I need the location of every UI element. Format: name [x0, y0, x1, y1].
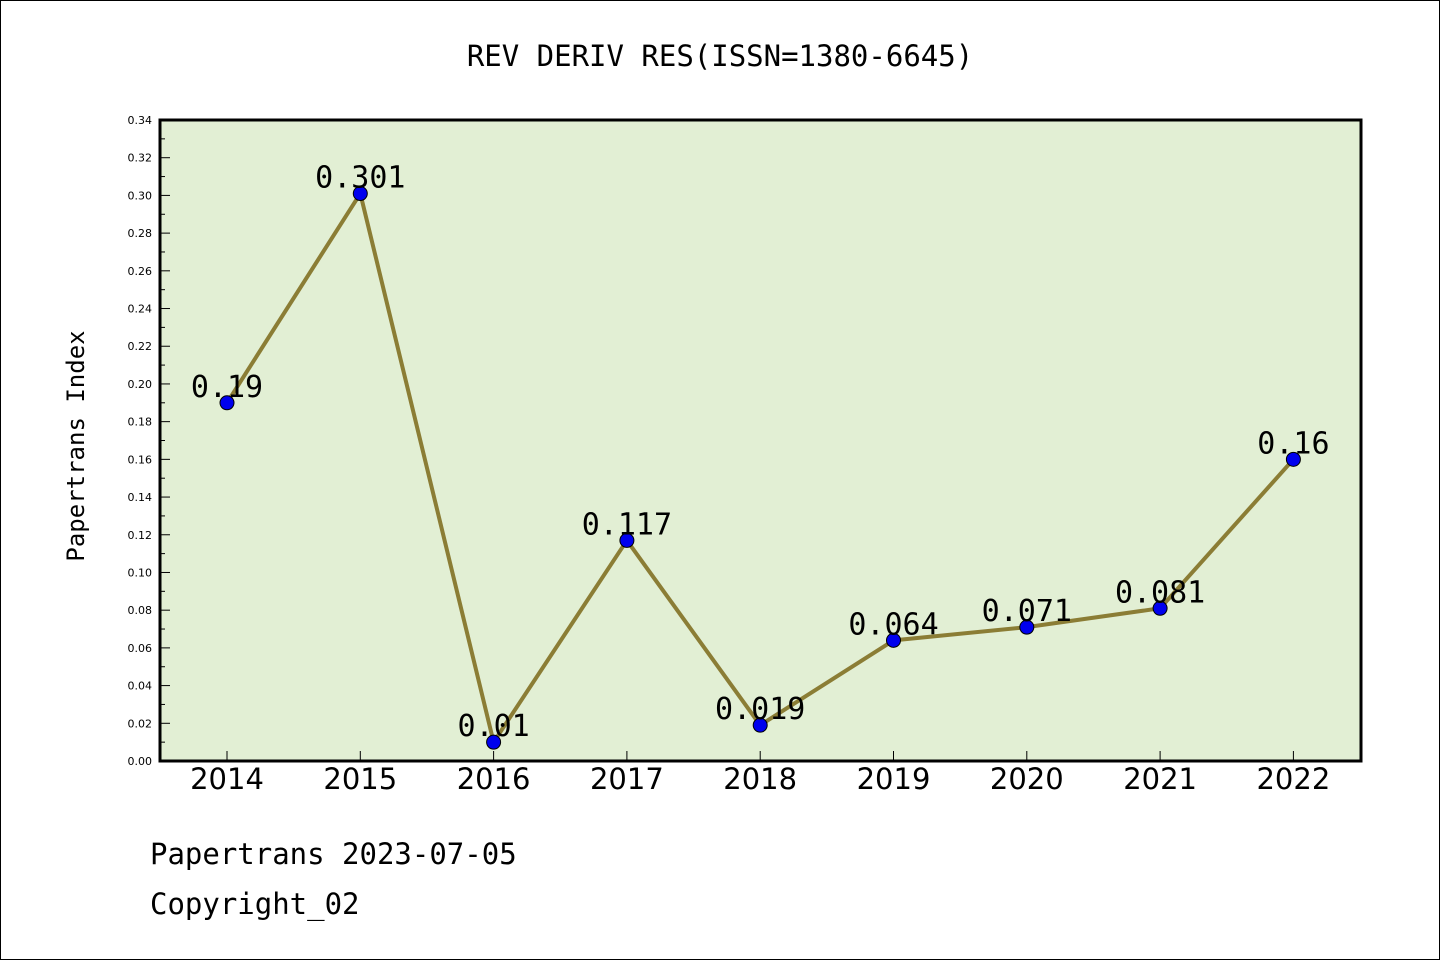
footer-copyright: Copyright_02	[150, 887, 360, 922]
data-point	[486, 734, 502, 750]
x-tick-label: 2016	[457, 762, 531, 796]
y-tick-label: 0.10	[128, 566, 153, 579]
data-point	[219, 395, 235, 411]
x-tick-label: 2019	[857, 762, 931, 796]
x-tick-label: 2021	[1123, 762, 1197, 796]
x-tick-label: 2014	[190, 762, 264, 796]
y-tick-label: 0.28	[128, 227, 153, 240]
footer-source: Papertrans 2023-07-05	[150, 837, 517, 871]
data-label: 0.01	[457, 709, 529, 744]
y-tick-label: 0.32	[128, 152, 153, 165]
x-axis: 2014 2015 2016 2017 2018 2019 2020 2021 2022	[190, 751, 1330, 796]
data-points	[219, 186, 1301, 750]
y-axis-label: Papertrans Index	[62, 330, 90, 561]
data-point	[1152, 600, 1168, 616]
y-tick-label: 0.14	[128, 491, 153, 504]
x-tick-label: 2017	[590, 762, 664, 796]
data-point	[619, 532, 635, 548]
y-tick-label: 0.04	[128, 680, 153, 693]
y-tick-label: 0.16	[128, 453, 153, 466]
y-tick-label: 0.06	[128, 642, 153, 655]
y-tick-label: 0.12	[128, 529, 153, 542]
y-tick-label: 0.34	[128, 114, 153, 127]
y-tick-label: 0.26	[128, 265, 153, 278]
y-tick-label: 0.00	[128, 755, 153, 768]
y-tick-label: 0.02	[128, 717, 153, 730]
data-label: 0.117	[582, 507, 672, 542]
y-tick-label: 0.08	[128, 604, 153, 617]
data-point	[752, 717, 768, 733]
data-labels: 0.19 0.301 0.01 0.117 0.019 0.064 0.071 0.081 0.…	[191, 161, 1330, 745]
data-label: 0.16	[1257, 426, 1329, 461]
data-point	[352, 186, 368, 202]
data-label: 0.064	[848, 607, 938, 642]
y-tick-label: 0.22	[128, 340, 153, 353]
y-tick-label: 0.18	[128, 416, 153, 429]
y-axis: 0.00 0.02 0.04 0.06 0.08 0.10 0.12 0.14 0.16 0.18…	[128, 114, 170, 768]
data-label: 0.19	[191, 370, 263, 405]
y-tick-label: 0.30	[128, 189, 153, 202]
data-point	[1019, 619, 1035, 635]
plot-area	[158, 118, 1363, 763]
x-tick-label: 2018	[723, 762, 797, 796]
x-tick-label: 2020	[990, 762, 1064, 796]
data-label: 0.071	[982, 594, 1072, 629]
data-point	[886, 632, 901, 648]
x-tick-label: 2015	[323, 762, 397, 796]
data-label: 0.019	[715, 692, 805, 727]
data-label: 0.081	[1115, 575, 1205, 610]
y-tick-label: 0.20	[128, 378, 153, 391]
data-label: 0.301	[315, 161, 405, 196]
data-point	[1285, 451, 1301, 467]
y-tick-label: 0.24	[128, 303, 153, 316]
chart-title: REV DERIV RES(ISSN=1380-6645)	[467, 39, 973, 73]
x-tick-label: 2022	[1256, 762, 1330, 796]
